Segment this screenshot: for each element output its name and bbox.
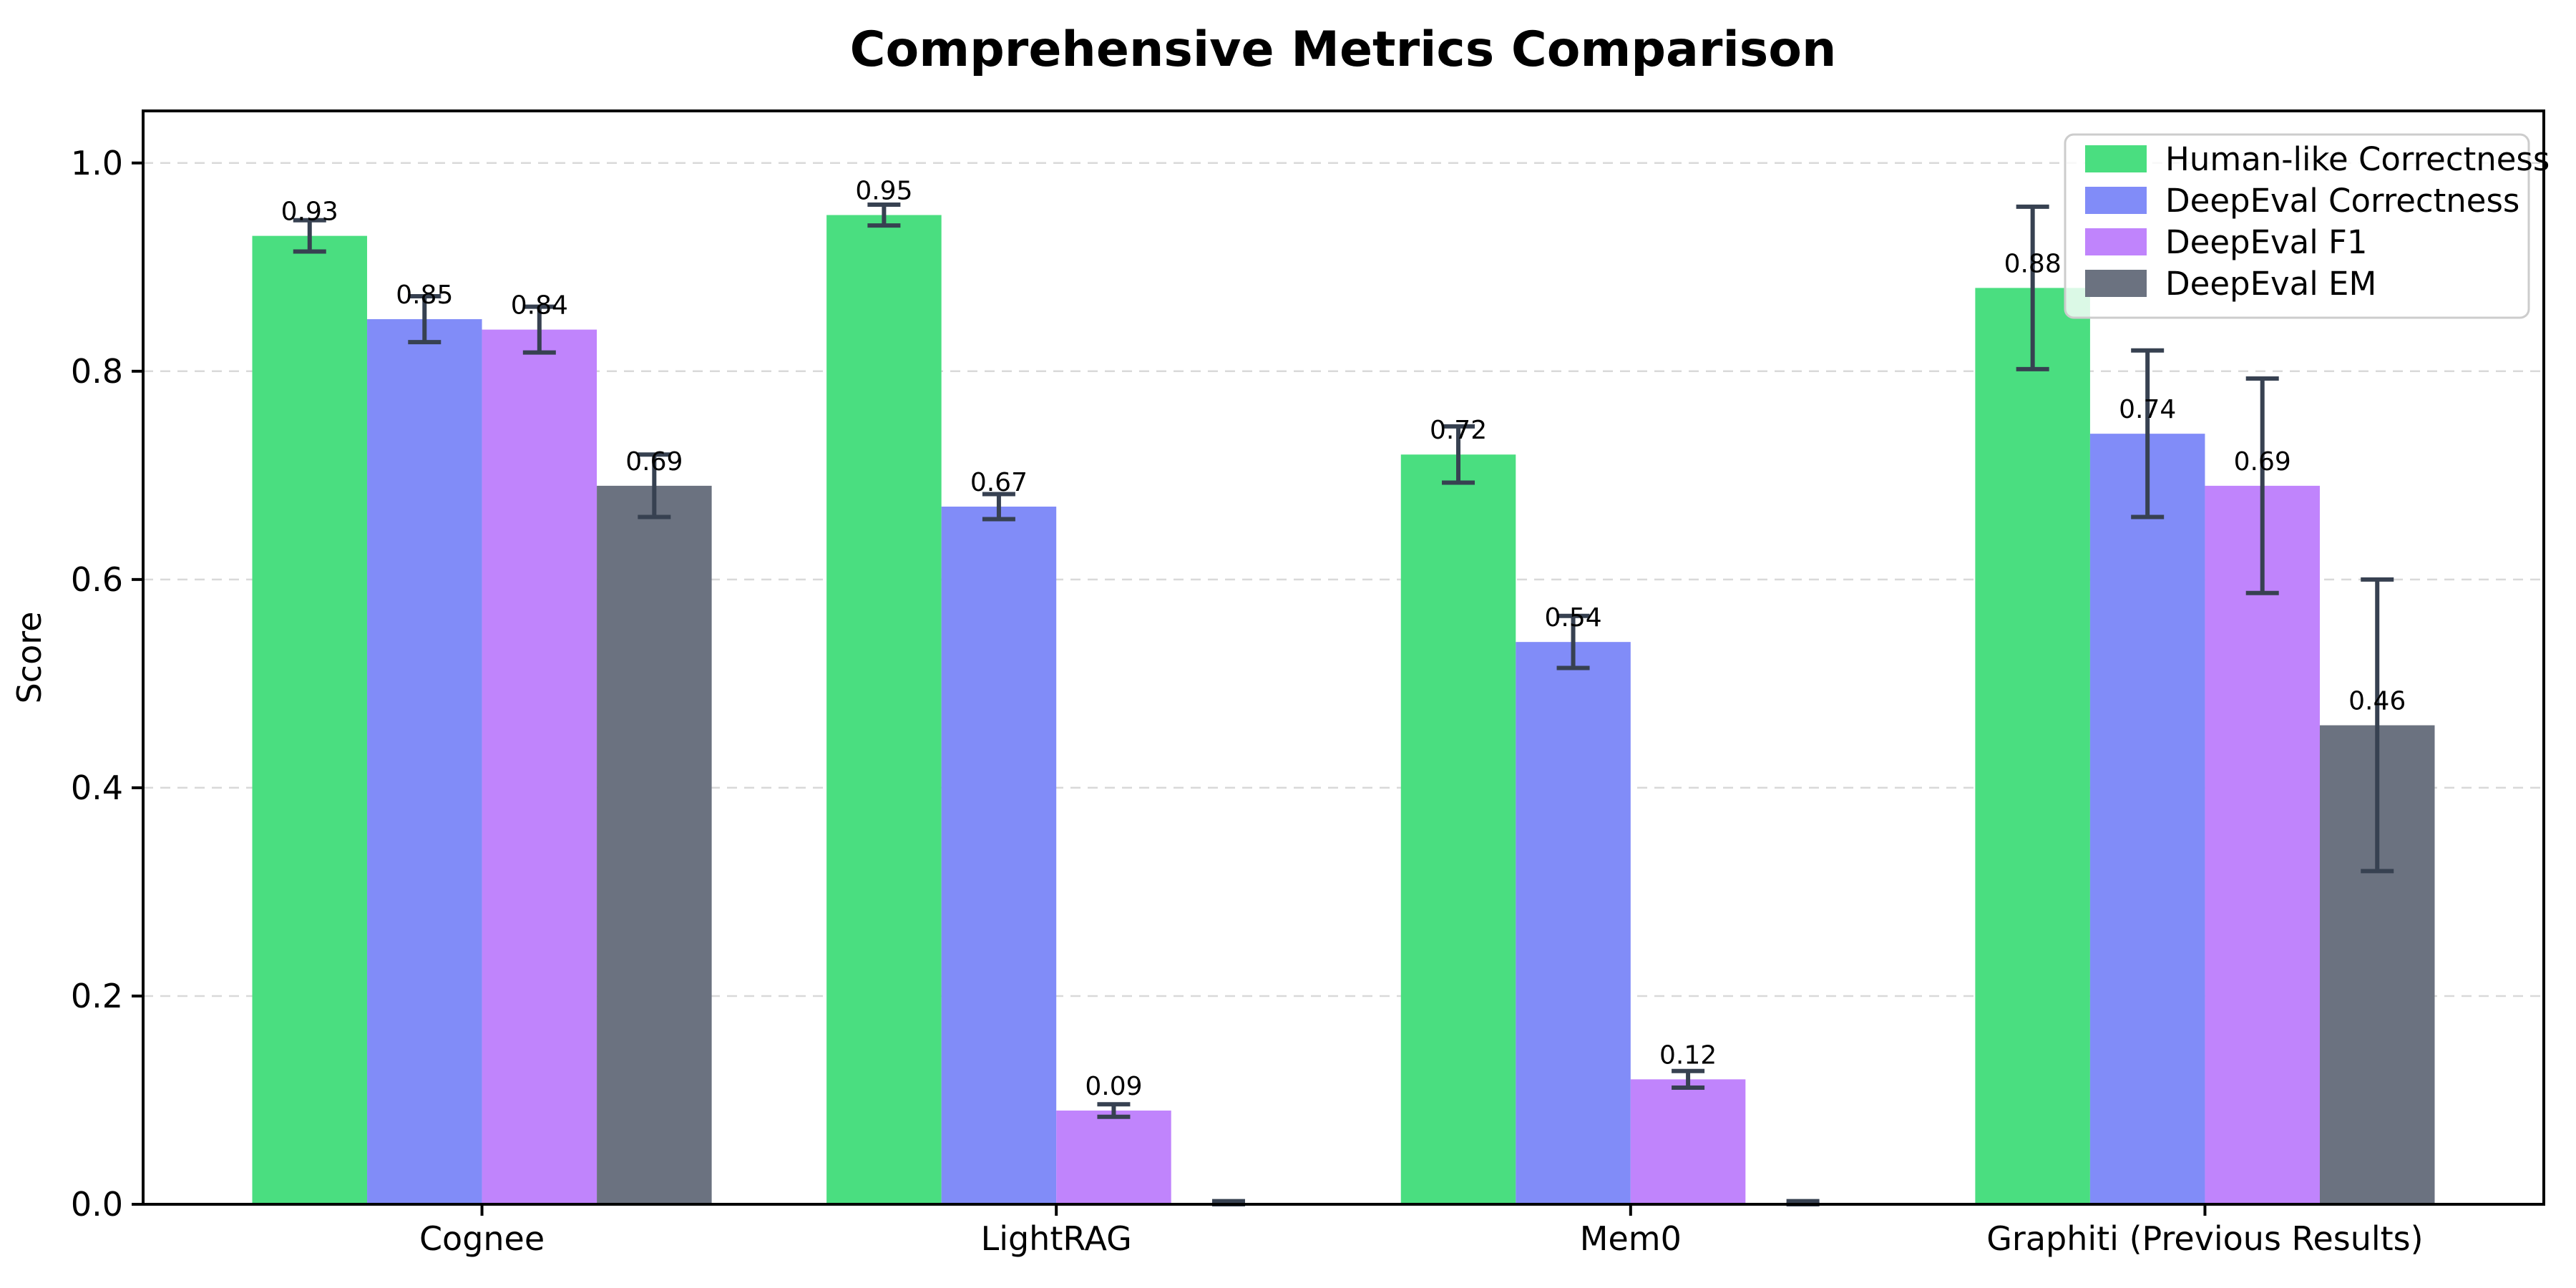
value-label: 0.72: [1430, 416, 1487, 445]
value-label: 0.54: [1544, 603, 1601, 633]
value-label: 0.67: [970, 468, 1028, 497]
bar: [367, 319, 482, 1204]
y-tick-label: 0.0: [71, 1185, 123, 1224]
value-label: 0.74: [2119, 395, 2176, 424]
y-tick-label: 0.6: [71, 560, 123, 599]
bar: [2089, 434, 2205, 1204]
y-tick-label: 0.4: [71, 769, 123, 807]
value-label: 0.69: [2234, 447, 2291, 477]
chart-title: Comprehensive Metrics Comparison: [850, 21, 1837, 78]
bar: [1630, 1079, 1746, 1204]
bar: [2205, 485, 2320, 1204]
axes-spines: [142, 109, 2545, 1206]
x-tick-label: Mem0: [1580, 1219, 1682, 1258]
legend-swatch: [2085, 270, 2147, 297]
legend-label: Human-like Correctness: [2165, 140, 2550, 178]
value-label: 0.95: [855, 177, 912, 206]
y-axis: 0.0 0.2 0.4 0.6 0.8 1.0: [71, 144, 143, 1224]
value-label: 0.69: [625, 447, 683, 477]
bar: [826, 215, 942, 1204]
legend-label: DeepEval Correctness: [2165, 182, 2519, 220]
value-label: 0.93: [281, 197, 338, 227]
y-tick-label: 0.8: [71, 352, 123, 391]
x-axis: Cognee LightRAG Mem0 Graphiti (Previous Res…: [419, 1204, 2424, 1258]
plot-border: [142, 109, 2545, 1206]
y-axis-label: Score: [10, 612, 49, 704]
x-tick-label: Cognee: [419, 1219, 545, 1258]
bar: [482, 329, 597, 1205]
legend-box: [2064, 133, 2530, 319]
value-label: 0.12: [1659, 1040, 1717, 1070]
y-tick-label: 0.2: [71, 977, 123, 1015]
legend: Human-like Correctness DeepEval Correctne…: [2064, 133, 2550, 319]
bar: [597, 485, 712, 1204]
legend-label: DeepEval F1: [2165, 223, 2368, 261]
bar: [941, 506, 1057, 1204]
bar: [252, 235, 368, 1205]
error-bars: [293, 202, 2394, 1206]
y-tick-label: 1.0: [71, 144, 123, 182]
x-tick-label: LightRAG: [981, 1219, 1132, 1258]
bar: [1056, 1111, 1171, 1204]
value-label: 0.46: [2348, 687, 2406, 716]
bar: [1400, 454, 1516, 1205]
value-label: 0.84: [511, 291, 568, 321]
bars: [252, 215, 2435, 1205]
value-label: 0.88: [2004, 249, 2062, 278]
value-labels: 0.93 0.85 0.84 0.69 0.95 0.67 0.09 0.72 0.54 0.12…: [281, 177, 2406, 1102]
legend-swatch: [2085, 187, 2147, 214]
bar: [1975, 288, 2090, 1204]
value-label: 0.09: [1085, 1072, 1142, 1101]
bar: [1516, 642, 1631, 1204]
x-tick-label: Graphiti (Previous Results): [1986, 1219, 2423, 1258]
legend-label: DeepEval EM: [2165, 265, 2376, 303]
legend-swatch: [2085, 145, 2147, 172]
legend-swatch: [2085, 228, 2147, 255]
value-label: 0.85: [396, 280, 453, 310]
